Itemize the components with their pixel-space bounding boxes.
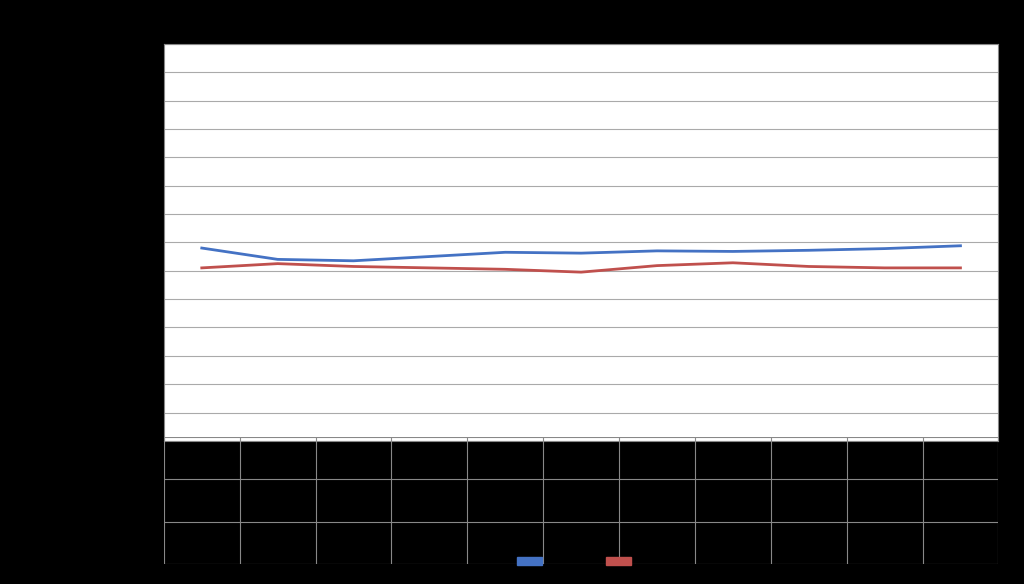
Legend: , : , (513, 552, 644, 571)
